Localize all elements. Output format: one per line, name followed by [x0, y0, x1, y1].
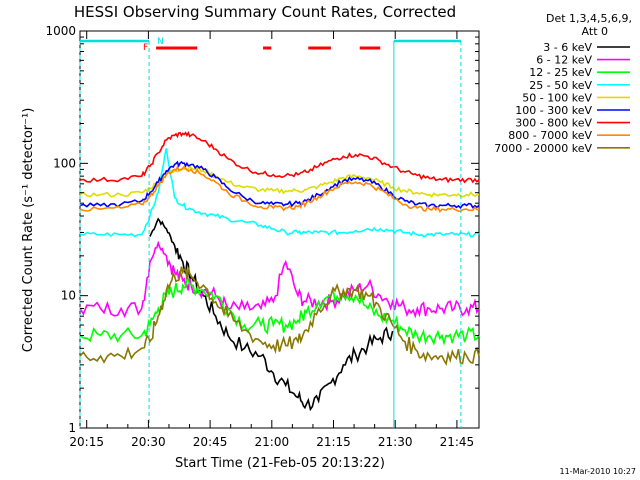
series-line-9: [79, 266, 480, 366]
series-line-6: [79, 160, 480, 209]
legend-label: 50 - 100 keV: [522, 91, 592, 104]
legend-label: 6 - 12 keV: [536, 54, 592, 67]
x-tick-label: 20:45: [193, 435, 228, 449]
legend-label: 800 - 7000 keV: [508, 129, 592, 142]
x-tick-label: 20:30: [131, 435, 166, 449]
legend-header-2: Att 0: [582, 25, 608, 38]
x-tick-label: 21:00: [255, 435, 290, 449]
y-tick-label: 1: [68, 421, 76, 435]
series-line-5: [79, 164, 480, 198]
x-tick-label: 21:15: [316, 435, 351, 449]
series-line-7: [79, 130, 480, 184]
x-tick-label: 21:30: [378, 435, 413, 449]
series-line-2: [79, 240, 480, 319]
y-tick-label: 100: [53, 156, 76, 170]
series-line-4: [79, 148, 480, 238]
series-line-8: [79, 164, 480, 213]
flag-f-label: F: [143, 43, 148, 53]
x-axis: 20:15 20:30 20:45 21:00 21:15 21:30 21:45: [69, 31, 474, 449]
timestamp: 11-Mar-2010 10:27: [560, 467, 637, 476]
night-lines: [79, 39, 462, 428]
series-layer: [79, 130, 480, 412]
x-tick-label: 20:15: [69, 435, 104, 449]
plot-area: [79, 30, 480, 429]
flag-n-label: N: [157, 37, 164, 47]
y-tick-label: 10: [61, 289, 76, 303]
y-axis: 1 10 100 1000: [45, 24, 479, 435]
legend-label: 300 - 800 keV: [515, 117, 592, 130]
legend-header-1: Det 1,3,4,5,6,9,: [546, 12, 632, 25]
series-line-1: [149, 217, 394, 412]
legend-label: 7000 - 20000 keV: [494, 142, 592, 155]
x-axis-label: Start Time (21-Feb-05 20:13:22): [175, 456, 385, 471]
legend-label: 12 - 25 keV: [529, 66, 592, 79]
chart-title: HESSI Observing Summary Count Rates, Cor…: [74, 3, 456, 21]
legend-label: 25 - 50 keV: [529, 79, 592, 92]
legend-label: 100 - 300 keV: [515, 104, 592, 117]
x-tick-label: 21:45: [440, 435, 475, 449]
legend-label: 3 - 6 keV: [543, 41, 592, 54]
y-axis-label: Corrected Count Rate (s⁻¹ detector⁻¹): [21, 108, 36, 353]
y-tick-label: 1000: [45, 24, 76, 38]
